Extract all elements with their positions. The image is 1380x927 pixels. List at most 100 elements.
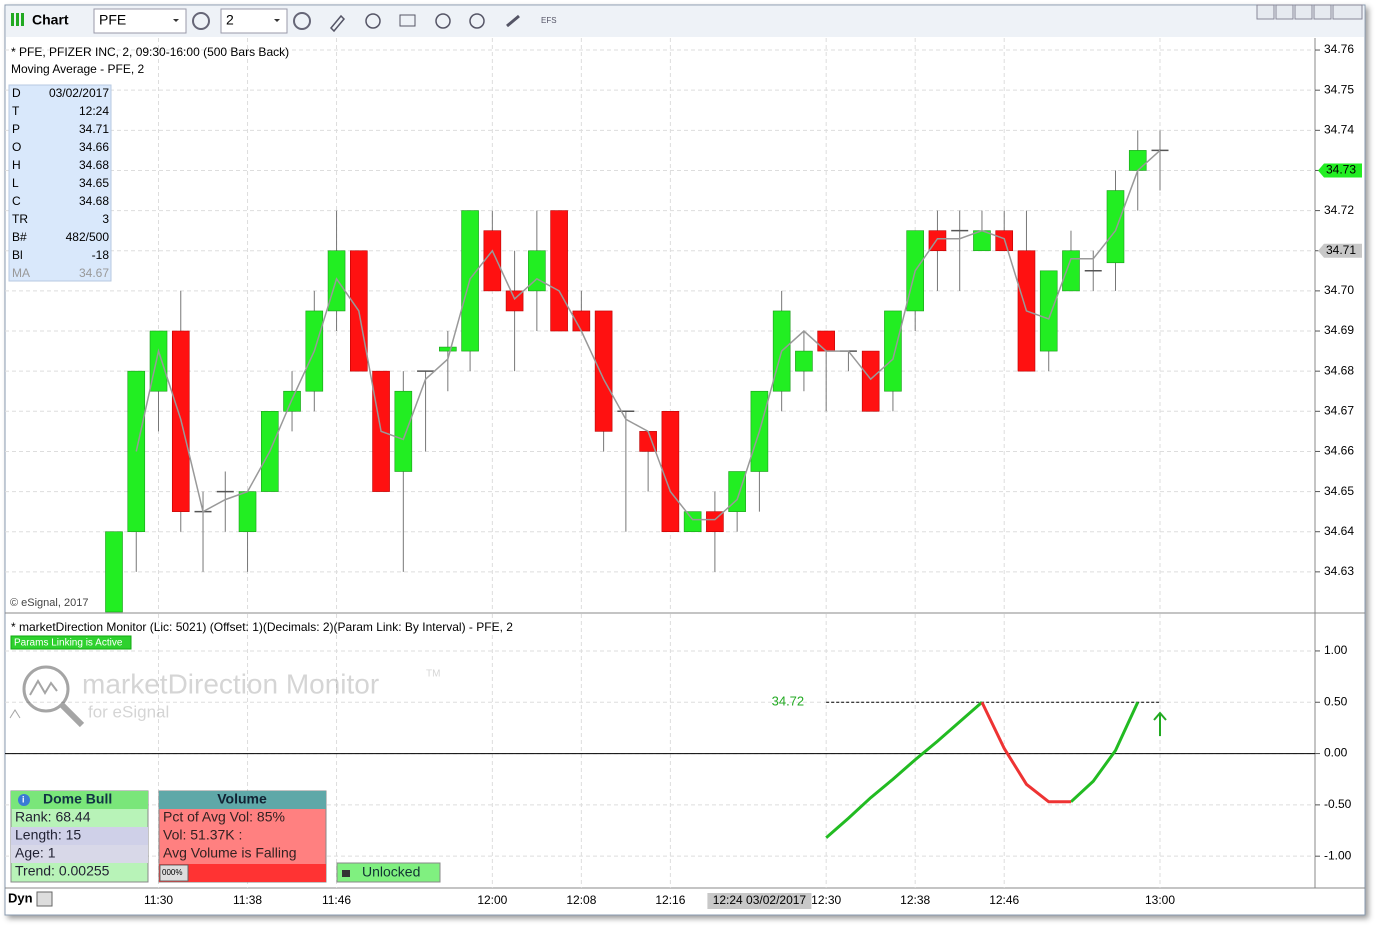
logo: marketDirection Monitor TM for eSignal [9,665,440,728]
interval[interactable]: 2 [226,12,234,28]
moving-average [135,149,1161,521]
restore-button[interactable] [1275,4,1294,20]
candle-body [394,390,413,472]
price-marker [1318,243,1362,258]
svg-text:i: i [22,794,25,804]
logo-tm: TM [426,669,440,680]
info-key: TR [12,212,28,226]
candle-body [1039,270,1058,352]
dome-row: Rank: 68.44 [15,809,91,825]
up-arrow [1153,711,1167,736]
symbol[interactable]: PFE [99,12,126,28]
indicator-title: * marketDirection Monitor (Lic: 5021) (O… [11,620,513,634]
indicator-line [825,701,1140,839]
info-value: 03/02/2017 [49,86,109,100]
help-button[interactable] [1256,4,1275,20]
candle-body [483,230,502,292]
settings-icon[interactable] [192,12,210,30]
info-value: 34.68 [79,158,109,172]
dome-box: i Dome Bull [10,790,149,883]
badge [10,635,132,650]
x-tick-label: 12:08 [566,893,596,907]
close-button[interactable] [1332,4,1363,20]
candle-body [127,370,146,533]
info-key: MA [12,266,30,280]
alert-icon[interactable] [469,13,485,29]
toolbar-title: Chart [32,12,69,28]
info-value: 34.67 [79,266,109,280]
candle-body [795,350,813,372]
candle-body [973,230,991,252]
cursor-label: 12:24 03/02/2017 [713,893,807,907]
candle-body [683,511,702,533]
symbol-box[interactable] [93,8,187,34]
volume-title: Volume [217,791,267,807]
lock-icon[interactable] [36,891,53,907]
y-tick-label: 0.00 [1324,746,1348,760]
y-tick-label: 34.70 [1324,283,1354,297]
volume-row: Pct of Avg Vol: 85% [163,809,285,825]
indicator-line [980,701,1071,804]
candle-body [1106,190,1125,264]
chart-subtitle: Moving Average - PFE, 2 [11,62,145,76]
calc-icon[interactable] [399,14,416,27]
info-panel [8,84,112,282]
time-icon[interactable] [293,12,311,30]
link-icon[interactable] [506,14,520,28]
y-tick-label: 0.50 [1324,694,1348,708]
info-rows: D 03/02/2017 T 12:24 P 34.71 O 34.66 H 34.68 L 34.6… [12,86,109,280]
volume-box: Volume 000% [158,790,327,883]
unlock-text[interactable]: Unlocked [362,864,420,880]
info-key: O [12,140,21,154]
maximize-button[interactable] [1313,4,1332,20]
info-key: B# [12,230,27,244]
x-tick-label: 13:00 [1145,893,1175,907]
x-tick-label: 11:30 [144,893,173,907]
x-tick-label: 11:46 [322,893,351,907]
candle-body [149,330,168,392]
badge-text: Params Linking is Active [14,638,123,649]
y-tick-label: 34.68 [1324,363,1354,377]
info-key: L [12,176,19,190]
y-tick-label: 34.64 [1324,524,1354,538]
y-tick-label: 34.74 [1324,122,1354,136]
price-marker-label: 34.71 [1326,243,1356,257]
copyright: © eSignal, 2017 [10,597,88,609]
window-frame [4,4,1366,916]
draw-icon[interactable] [329,14,346,33]
candle-body [1128,150,1147,171]
study-icon[interactable] [365,13,381,29]
y-tick-label: 34.75 [1324,82,1354,96]
efs-button[interactable]: EFS [541,16,557,25]
play-icon[interactable] [435,13,451,29]
unlock-button[interactable] [336,862,441,883]
minimize-button[interactable] [1294,4,1313,20]
dome-row: Age: 1 [15,845,56,861]
info-value: 34.68 [79,194,109,208]
info-key: Bl [12,248,23,262]
info-key: T [12,104,20,118]
y-tick-label: 34.66 [1324,444,1354,458]
dome-row: Length: 15 [15,827,81,843]
chart-title: * PFE, PFIZER INC, 2, 09:30-16:00 (500 B… [11,45,289,59]
price-marker [1318,163,1362,178]
volume-row: Vol: 51.37K : [163,827,242,843]
info-key: H [12,158,21,172]
candle-body [238,491,257,533]
y-tick-label: 34.63 [1324,564,1354,578]
x-tick-label: 12:16 [655,893,685,907]
info-value: 482/500 [66,230,110,244]
info-value: 34.65 [79,176,109,190]
volume-row: Avg Volume is Falling [163,845,297,861]
y-tick-label: 1.00 [1324,643,1348,657]
dome-row: Trend: 0.00255 [15,863,110,879]
x-tick-label: 12:00 [477,893,507,907]
volume-bar: 000% [162,868,182,877]
logo-name: marketDirection Monitor [82,668,379,699]
candle-body [1062,250,1080,292]
dome-title: Dome Bull [43,791,112,807]
candle-body [861,350,880,412]
info-value: -18 [92,248,110,262]
candle-body [283,390,301,412]
